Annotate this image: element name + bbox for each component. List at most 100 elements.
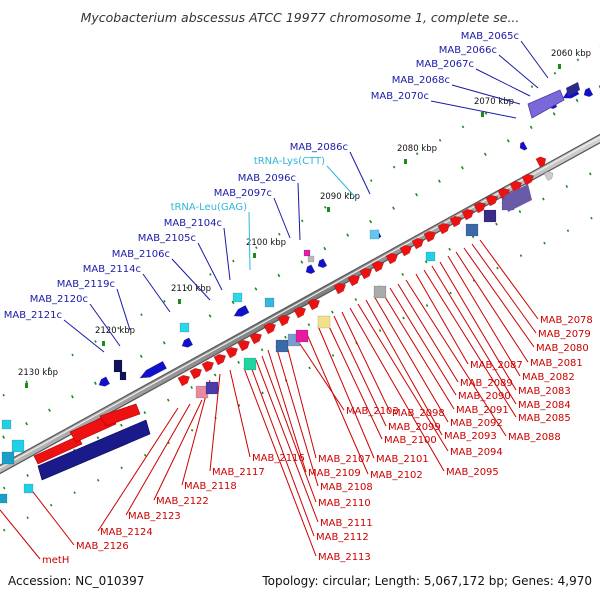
plus-cds-arrow[interactable] xyxy=(237,339,251,352)
gene-label-lower[interactable]: MAB_2087 xyxy=(470,360,523,371)
gene-label-lower[interactable]: MAB_2094 xyxy=(450,447,503,458)
gene-label-upper[interactable]: MAB_2104c xyxy=(164,218,222,229)
plus-cds-box[interactable] xyxy=(295,329,309,343)
plus-cds-arrow[interactable] xyxy=(189,367,203,380)
gene-label-upper[interactable]: MAB_2106c xyxy=(112,249,170,260)
plus-cds-block[interactable] xyxy=(504,184,532,212)
plus-cds-arrow[interactable] xyxy=(263,322,277,335)
plus-cds-box[interactable] xyxy=(243,357,257,371)
gene-label-lower[interactable]: MAB_2084 xyxy=(518,400,571,411)
rna-feature[interactable] xyxy=(425,251,436,262)
plus-cds-block[interactable] xyxy=(99,403,141,427)
gene-label-lower[interactable]: MAB_2124 xyxy=(100,527,153,538)
gene-label-upper[interactable]: MAB_2105c xyxy=(138,233,196,244)
rna-feature[interactable] xyxy=(307,255,315,263)
gene-label-upper[interactable]: tRNA-Lys(CTT) xyxy=(254,156,325,167)
rna-feature[interactable] xyxy=(232,292,243,303)
gene-label-lower[interactable]: MAB_2090 xyxy=(458,391,511,402)
gene-label-upper[interactable]: MAB_2065c xyxy=(461,31,519,42)
minus-cds-arrow[interactable] xyxy=(317,258,328,269)
gene-label-upper[interactable]: MAB_2119c xyxy=(57,279,115,290)
plus-cds-block[interactable] xyxy=(33,435,83,465)
gene-label-lower[interactable]: MAB_2107 xyxy=(318,454,371,465)
plus-cds-arrow[interactable] xyxy=(177,374,191,387)
gene-label-lower[interactable]: MAB_2082 xyxy=(522,372,575,383)
gene-label-lower[interactable]: MAB_2109 xyxy=(308,468,361,479)
plus-cds-box[interactable] xyxy=(373,285,387,299)
plus-cds-arrow[interactable] xyxy=(473,201,487,214)
plus-cds-arrow[interactable] xyxy=(307,298,321,311)
gene-label-lower[interactable]: MAB_2108 xyxy=(320,482,373,493)
gene-label-upper[interactable]: tRNA-Leu(GAG) xyxy=(171,202,248,213)
plus-cds-arrow[interactable] xyxy=(411,237,425,250)
plus-cds-arrow[interactable] xyxy=(521,173,535,186)
gene-label-upper[interactable]: MAB_2070c xyxy=(371,91,429,102)
plus-cds-arrow[interactable] xyxy=(213,353,227,366)
plus-cds-arrow[interactable] xyxy=(359,267,373,280)
plus-cds-box[interactable] xyxy=(11,439,25,453)
minus-cds-arrow[interactable] xyxy=(583,87,594,98)
rna-feature[interactable] xyxy=(1,419,12,430)
gene-label-lower[interactable]: MAB_2099 xyxy=(388,422,441,433)
plus-cds-arrow[interactable] xyxy=(201,360,215,373)
minus-cds-arrow[interactable] xyxy=(305,264,316,275)
plus-cds-box[interactable] xyxy=(275,339,289,353)
minus-cds-block[interactable] xyxy=(37,419,151,481)
gene-label-lower[interactable]: MAB_2093 xyxy=(444,431,497,442)
gene-label-lower[interactable]: MAB_2126 xyxy=(76,541,129,552)
plus-cds-arrow[interactable] xyxy=(485,194,499,207)
gene-label-upper[interactable]: MAB_2066c xyxy=(439,45,497,56)
minus-cds-block[interactable] xyxy=(113,359,123,373)
minus-cds-block[interactable] xyxy=(527,89,565,119)
gene-label-lower[interactable]: MAB_2080 xyxy=(536,343,589,354)
gene-label-upper[interactable]: MAB_2086c xyxy=(290,142,348,153)
gene-label-lower[interactable]: MAB_2079 xyxy=(538,329,591,340)
plus-cds-box[interactable] xyxy=(465,223,479,237)
plus-cds-arrow[interactable] xyxy=(461,208,475,221)
rna-feature[interactable] xyxy=(264,297,275,308)
plus-cds-box[interactable] xyxy=(1,451,15,465)
gene-label-lower[interactable]: MAB_2123 xyxy=(128,511,181,522)
minus-cds-block[interactable] xyxy=(566,82,580,96)
rna-feature[interactable] xyxy=(0,493,8,504)
gene-label-lower[interactable]: MAB_2081 xyxy=(530,358,583,369)
gene-label-lower[interactable]: MAB_2092 xyxy=(450,418,503,429)
rna-feature[interactable] xyxy=(179,322,190,333)
plus-cds-arrow[interactable] xyxy=(371,260,385,273)
minus-cds-arrow[interactable] xyxy=(139,360,168,379)
gene-label-lower[interactable]: MAB_2078 xyxy=(540,315,593,326)
plus-cds-box[interactable] xyxy=(483,209,497,223)
gene-label-lower[interactable]: MAB_2116 xyxy=(252,453,305,464)
gene-label-lower[interactable]: MAB_2113 xyxy=(318,552,371,563)
plus-cds-arrow[interactable] xyxy=(543,171,554,181)
gene-label-lower[interactable]: MAB_2117 xyxy=(212,467,265,478)
plus-cds-arrow[interactable] xyxy=(333,282,347,295)
gene-label-lower[interactable]: MAB_2111 xyxy=(320,518,373,529)
plus-cds-arrow[interactable] xyxy=(449,215,463,228)
gene-label-upper[interactable]: MAB_2097c xyxy=(214,188,272,199)
minus-cds-arrow[interactable] xyxy=(98,376,111,387)
gene-label-upper[interactable]: MAB_2068c xyxy=(392,75,450,86)
plus-cds-box[interactable] xyxy=(205,381,219,395)
gene-label-lower[interactable]: MAB_2083 xyxy=(518,386,571,397)
gene-label-lower[interactable]: MAB_2101 xyxy=(376,454,429,465)
plus-cds-arrow[interactable] xyxy=(423,230,437,243)
gene-label-upper[interactable]: MAB_2120c xyxy=(30,294,88,305)
gene-label-lower[interactable]: MAB_2103 xyxy=(346,406,399,417)
gene-label-lower[interactable]: MAB_2122 xyxy=(156,496,209,507)
gene-label-lower[interactable]: MAB_2091 xyxy=(456,405,509,416)
minus-cds-block[interactable] xyxy=(119,371,127,381)
minus-cds-arrow[interactable] xyxy=(233,304,250,317)
plus-cds-arrow[interactable] xyxy=(347,274,361,287)
gene-label-lower[interactable]: MAB_2112 xyxy=(316,532,369,543)
plus-cds-box[interactable] xyxy=(317,315,331,329)
gene-label-lower[interactable]: MAB_2095 xyxy=(446,467,499,478)
plus-cds-arrow[interactable] xyxy=(277,314,291,327)
plus-cds-arrow[interactable] xyxy=(385,252,399,265)
plus-cds-arrow[interactable] xyxy=(249,332,263,345)
gene-label-lower[interactable]: MAB_2102 xyxy=(370,470,423,481)
gene-label-upper[interactable]: MAB_2114c xyxy=(83,264,141,275)
gene-label-lower[interactable]: MAB_2100 xyxy=(384,435,437,446)
gene-label-upper[interactable]: MAB_2067c xyxy=(416,59,474,70)
plus-cds-arrow[interactable] xyxy=(399,244,413,257)
